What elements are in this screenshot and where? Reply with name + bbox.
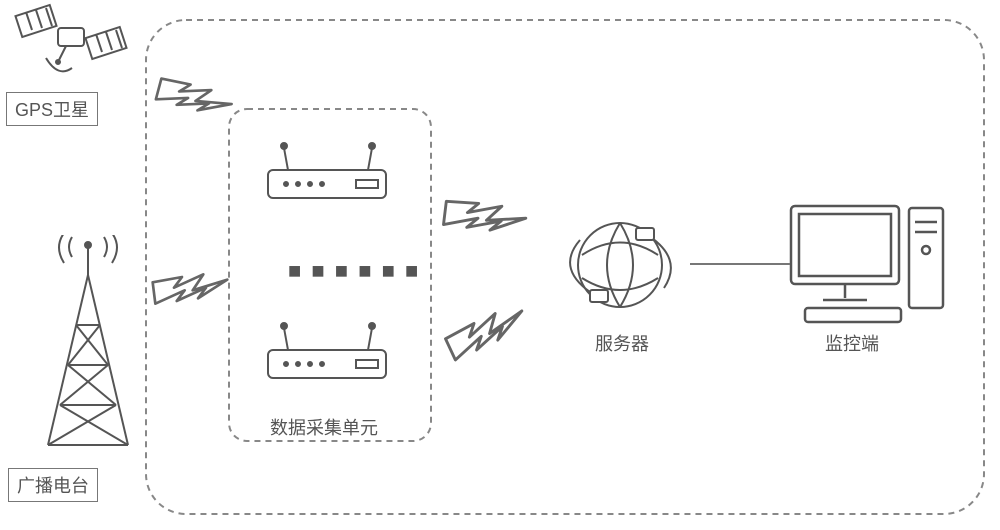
server-label: 服务器 xyxy=(595,330,649,356)
data-acq-unit-label: 数据采集单元 xyxy=(270,414,378,440)
monitor-label: 监控端 xyxy=(825,330,879,356)
signal-radio-to-acq xyxy=(150,258,230,312)
ellipsis: ■ ■ ■ ■ ■ ■ xyxy=(288,258,420,284)
router-top-icon xyxy=(260,140,400,210)
router-bottom-icon xyxy=(260,320,400,390)
radio-tower-label: 广播电台 xyxy=(8,468,98,502)
diagram-stage: GPS卫星 广播电台 ■ ■ ■ ■ xyxy=(0,0,1000,530)
gps-satellite-icon xyxy=(8,0,138,90)
link-server-monitor xyxy=(690,262,790,266)
server-icon xyxy=(560,210,690,320)
monitor-icon xyxy=(785,198,955,328)
gps-satellite-label: GPS卫星 xyxy=(6,92,98,126)
radio-tower-icon xyxy=(18,235,158,465)
